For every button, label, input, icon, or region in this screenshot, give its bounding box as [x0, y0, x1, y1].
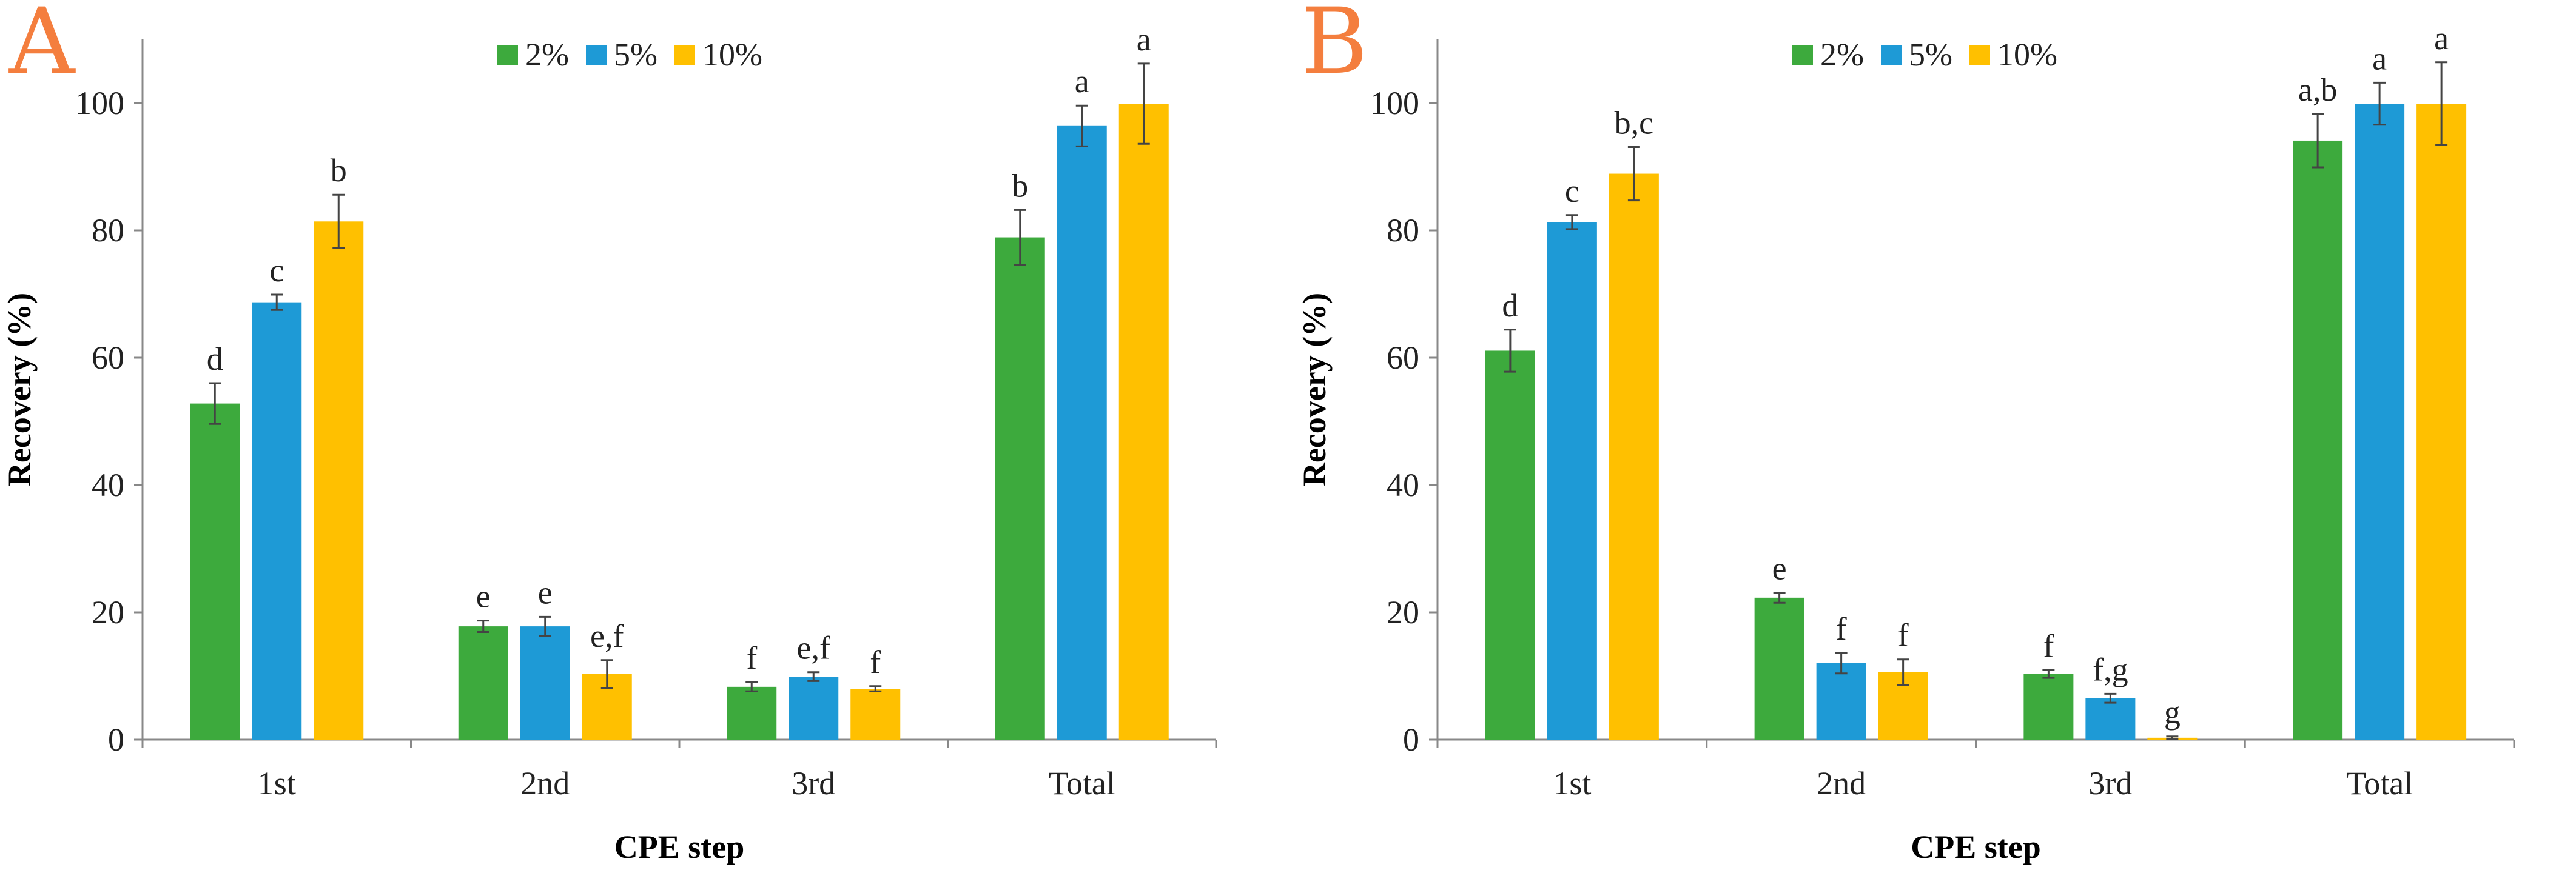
y-axis-title: Recovery (%) [1, 293, 38, 486]
bar-5pct-total [2355, 104, 2405, 740]
significance-label: f [746, 640, 757, 677]
bar-2pct-total [995, 237, 1045, 740]
significance-label: e,f [590, 618, 624, 654]
y-tick-label: 20 [92, 594, 124, 630]
bar-10pct-total [2416, 104, 2467, 740]
bar-5pct-1st [1547, 222, 1597, 740]
x-tick-label: 2nd [1817, 765, 1866, 801]
y-tick-label: 40 [1387, 467, 1419, 503]
significance-label: a [1075, 63, 1089, 99]
legend-label: 2% [1820, 36, 1864, 73]
bar-2pct-3rd [727, 686, 777, 740]
significance-label: a,b [2298, 72, 2337, 108]
x-tick-label: 3rd [792, 765, 835, 801]
x-tick-label: 1st [258, 765, 296, 801]
legend-label: 10% [1997, 36, 2057, 73]
legend-label: 10% [702, 36, 762, 73]
significance-label: a [1137, 21, 1151, 58]
significance-label: f [2043, 628, 2054, 664]
bar-10pct-1st [314, 221, 364, 740]
bar-2pct-3rd [2023, 674, 2074, 740]
legend-swatch [1792, 45, 1813, 65]
x-tick-label: Total [1049, 765, 1115, 801]
y-tick-label: 100 [75, 85, 124, 121]
y-tick-label: 20 [1387, 594, 1419, 630]
significance-label: e [538, 574, 553, 610]
bar-10pct-1st [1609, 173, 1659, 740]
significance-label: g [2164, 694, 2181, 731]
y-axis-title: Recovery (%) [1296, 293, 1333, 486]
panel-letter: A [8, 0, 76, 95]
legend-label: 5% [1909, 36, 1952, 73]
x-tick-label: 2nd [520, 765, 570, 801]
significance-label: f,g [2093, 651, 2128, 687]
y-tick-label: 80 [92, 212, 124, 249]
significance-label: b [331, 152, 347, 189]
panel-letter: B [1301, 0, 1368, 95]
y-tick-label: 80 [1387, 212, 1419, 249]
significance-label: c [1565, 173, 1579, 209]
significance-label: a [2434, 20, 2449, 56]
bar-5pct-2nd [520, 626, 570, 740]
legend-swatch [1969, 45, 1990, 65]
bar-10pct-3rd [850, 689, 901, 740]
significance-label: e [476, 578, 491, 615]
bar-2pct-2nd [458, 626, 508, 740]
significance-label: b [1012, 167, 1028, 204]
significance-label: e,f [797, 630, 830, 666]
y-tick-label: 0 [108, 721, 124, 758]
bar-2pct-2nd [1754, 597, 1804, 740]
bar-5pct-3rd [2085, 698, 2136, 740]
bar-2pct-1st [1485, 350, 1535, 740]
x-axis-title: CPE step [1911, 829, 2041, 865]
chart-panel-a: A 0 20 40 60 80 100 1st d c b 2nd e e e,f 3rd f e,f f Total… [1, 0, 1217, 865]
legend-swatch [1881, 45, 1902, 65]
y-tick-label: 100 [1370, 85, 1419, 121]
bar-5pct-3rd [789, 677, 839, 740]
legend-swatch [586, 45, 607, 65]
significance-label: f [870, 644, 881, 680]
bar-5pct-1st [252, 302, 302, 740]
legend-label: 5% [614, 36, 657, 73]
y-tick-label: 60 [92, 340, 124, 376]
significance-label: a [2372, 40, 2387, 76]
x-tick-label: 3rd [2088, 765, 2132, 801]
significance-label: d [207, 341, 223, 377]
bar-2pct-1st [190, 403, 240, 740]
x-tick-label: 1st [1553, 765, 1591, 801]
significance-label: e [1772, 550, 1787, 586]
legend-swatch [674, 45, 695, 65]
x-axis-title: CPE step [614, 829, 745, 865]
bar-5pct-total [1057, 125, 1107, 740]
chart-panel-b: B 0 20 40 60 80 100 1st d c b,c 2nd e f f 3rd f f,g g Total… [1296, 0, 2515, 865]
significance-label: c [269, 252, 284, 289]
significance-label: b,c [1615, 104, 1653, 141]
significance-label: d [1502, 287, 1518, 324]
bar-2pct-total [2293, 140, 2343, 740]
significance-label: f [1836, 610, 1847, 647]
legend-swatch [497, 45, 518, 65]
bar-5pct-2nd [1816, 663, 1866, 740]
y-tick-label: 60 [1387, 340, 1419, 376]
x-tick-label: Total [2346, 765, 2413, 801]
y-tick-label: 0 [1403, 721, 1419, 758]
legend-label: 2% [525, 36, 569, 73]
bar-10pct-total [1118, 104, 1169, 740]
significance-label: f [1898, 617, 1909, 654]
y-tick-label: 40 [92, 467, 124, 503]
